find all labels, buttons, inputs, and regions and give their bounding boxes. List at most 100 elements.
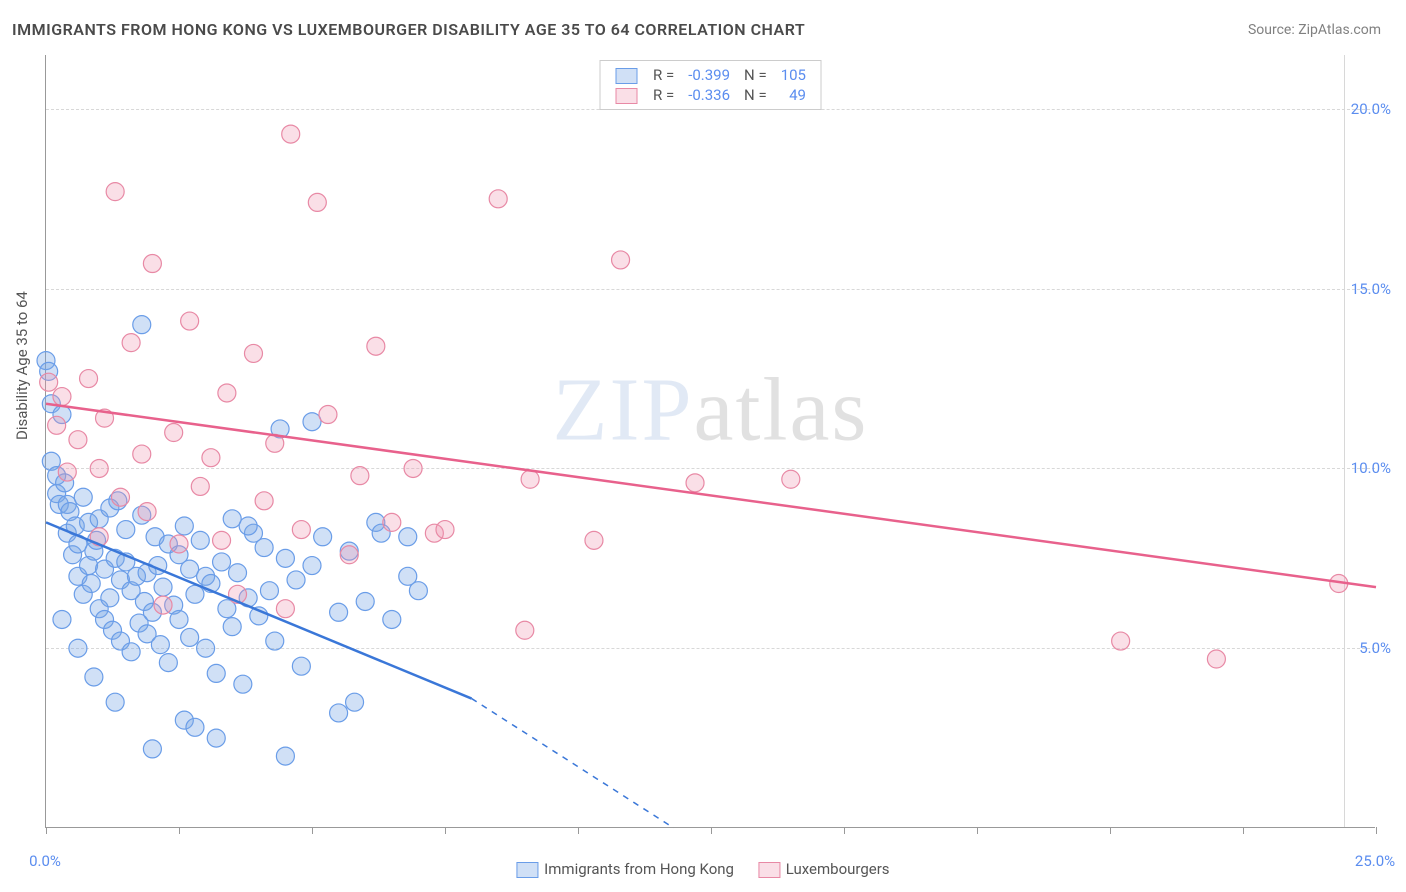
data-point	[53, 388, 71, 406]
legend-n-label: N =	[737, 65, 774, 85]
data-point	[292, 657, 310, 675]
data-point	[234, 675, 252, 693]
data-point	[255, 492, 273, 510]
legend-stat-row: R =-0.399N =105	[608, 65, 813, 85]
data-point	[101, 589, 119, 607]
data-point	[181, 560, 199, 578]
x-tick	[312, 827, 313, 834]
data-point	[340, 546, 358, 564]
data-point	[292, 521, 310, 539]
data-point	[330, 704, 348, 722]
data-point	[175, 517, 193, 535]
data-point	[133, 316, 151, 334]
data-point	[314, 528, 332, 546]
data-point	[207, 729, 225, 747]
data-point	[40, 373, 58, 391]
legend-n-value: 105	[774, 65, 813, 85]
data-point	[409, 582, 427, 600]
data-point	[404, 459, 422, 477]
legend-series-label: Immigrants from Hong Kong	[544, 860, 734, 878]
data-point	[351, 467, 369, 485]
y-tick-label: 5.0%	[1359, 639, 1391, 657]
regression-line-extrapolated	[472, 699, 674, 828]
y-axis-label: Disability Age 35 to 64	[13, 291, 31, 440]
chart-title: IMMIGRANTS FROM HONG KONG VS LUXEMBOURGE…	[12, 20, 805, 39]
data-point	[223, 510, 241, 528]
y-tick-label: 20.0%	[1351, 100, 1391, 118]
legend-r-value: -0.336	[681, 85, 737, 105]
data-point	[276, 747, 294, 765]
data-point	[58, 463, 76, 481]
legend-swatch	[615, 68, 637, 84]
data-point	[436, 521, 454, 539]
data-point	[197, 639, 215, 657]
data-point	[191, 477, 209, 495]
legend-series-item: Immigrants from Hong Kong	[516, 860, 734, 878]
data-point	[154, 596, 172, 614]
correlation-chart: ZIPatlas R =-0.399N =105R =-0.336N =49	[45, 55, 1375, 828]
data-point	[181, 312, 199, 330]
data-point	[356, 592, 374, 610]
data-point	[585, 531, 603, 549]
data-point	[159, 654, 177, 672]
data-point	[165, 424, 183, 442]
data-point	[303, 413, 321, 431]
data-point	[1207, 650, 1225, 668]
data-point	[223, 618, 241, 636]
data-point	[122, 334, 140, 352]
data-point	[117, 521, 135, 539]
data-point	[266, 632, 284, 650]
legend-series: Immigrants from Hong Kong Luxembourgers	[504, 860, 901, 878]
legend-r-label: R =	[646, 85, 681, 105]
data-point	[53, 610, 71, 628]
data-point	[218, 384, 236, 402]
data-point	[229, 564, 247, 582]
data-point	[367, 337, 385, 355]
y-tick-label: 15.0%	[1351, 280, 1391, 298]
regression-line	[46, 404, 1376, 587]
data-point	[106, 693, 124, 711]
legend-r-label: R =	[646, 65, 681, 85]
legend-n-label: N =	[737, 85, 774, 105]
legend-stat-row: R =-0.336N =49	[608, 85, 813, 105]
x-tick	[179, 827, 180, 834]
data-point	[154, 578, 172, 596]
x-tick	[1110, 827, 1111, 834]
data-point	[80, 370, 98, 388]
data-point	[111, 488, 129, 506]
data-point	[276, 549, 294, 567]
data-point	[143, 740, 161, 758]
data-point	[244, 344, 262, 362]
data-point	[48, 416, 66, 434]
x-tick	[711, 827, 712, 834]
data-point	[170, 535, 188, 553]
data-point	[85, 668, 103, 686]
legend-r-value: -0.399	[681, 65, 737, 85]
data-point	[330, 603, 348, 621]
data-point	[207, 664, 225, 682]
x-tick	[977, 827, 978, 834]
data-point	[383, 513, 401, 531]
data-point	[202, 449, 220, 467]
legend-n-value: 49	[774, 85, 813, 105]
data-point	[260, 582, 278, 600]
data-point	[686, 474, 704, 492]
x-tick	[1243, 827, 1244, 834]
data-point	[151, 636, 169, 654]
data-point	[255, 539, 273, 557]
legend-series-label: Luxembourgers	[786, 860, 890, 878]
data-point	[383, 610, 401, 628]
data-point	[90, 459, 108, 477]
data-point	[122, 643, 140, 661]
data-point	[1112, 632, 1130, 650]
data-point	[213, 531, 231, 549]
source-attribution: Source: ZipAtlas.com	[1248, 22, 1381, 38]
data-point	[181, 628, 199, 646]
plot-svg	[46, 55, 1375, 827]
x-tick	[445, 827, 446, 834]
x-tick	[1376, 827, 1377, 834]
y-tick-label: 10.0%	[1351, 459, 1391, 477]
data-point	[489, 190, 507, 208]
data-point	[308, 193, 326, 211]
x-tick	[844, 827, 845, 834]
